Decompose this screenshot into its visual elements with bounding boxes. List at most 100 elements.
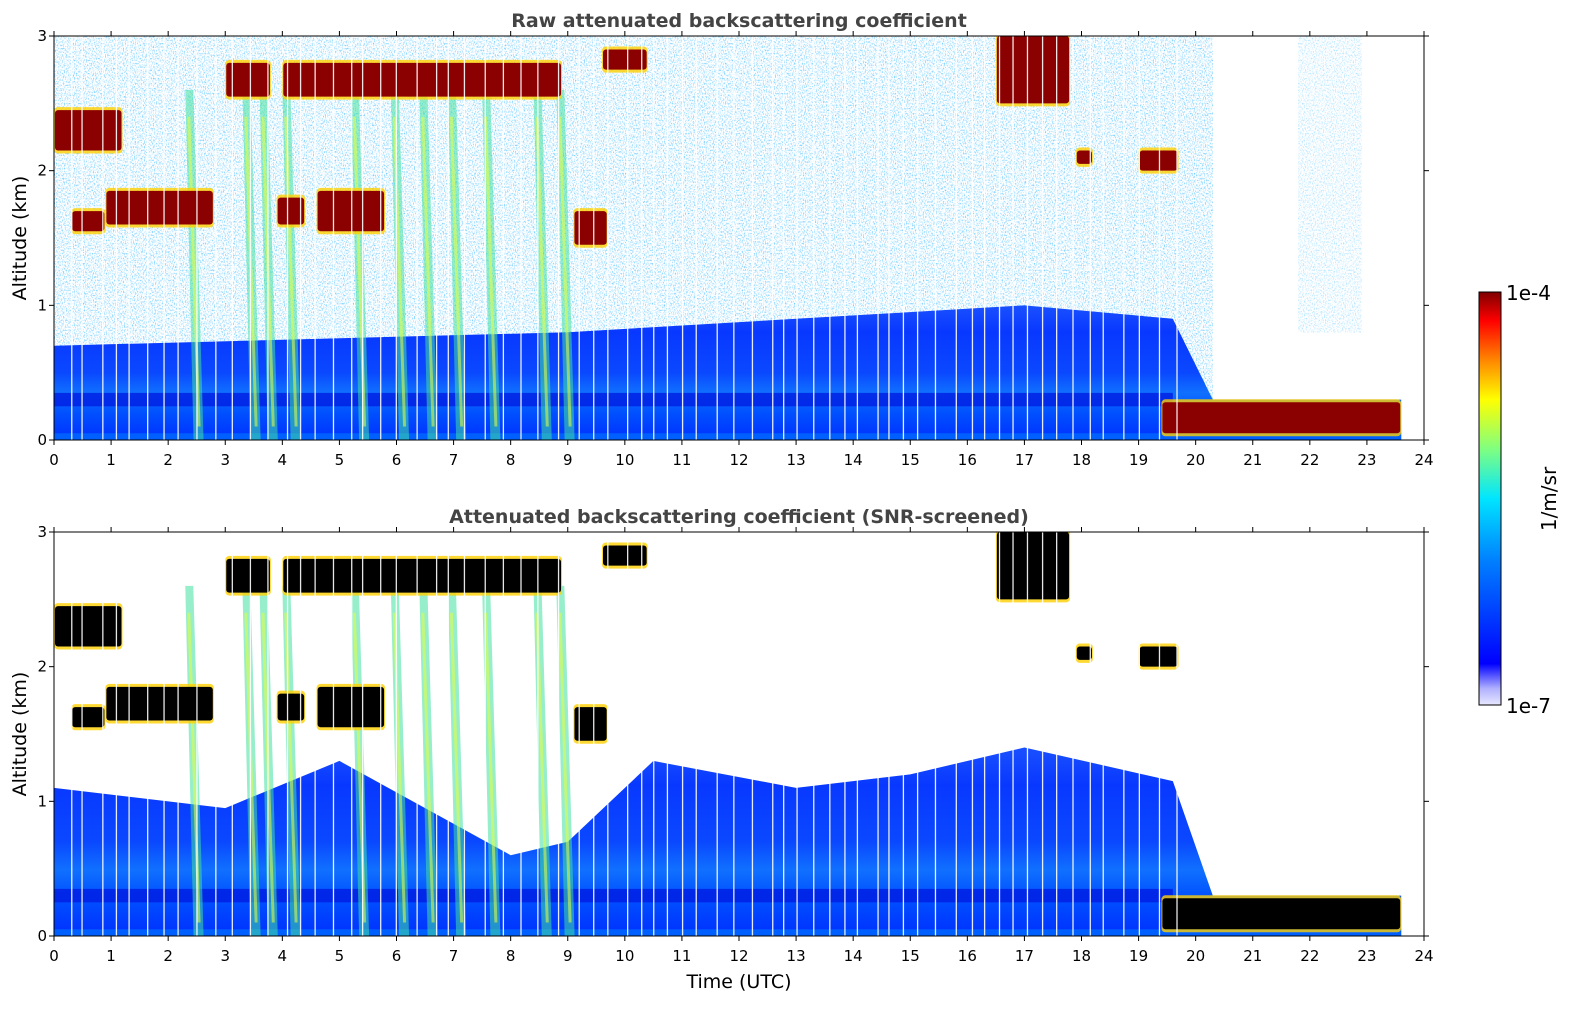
x-tick-label: 1 <box>106 451 116 469</box>
x-tick-label: 6 <box>392 451 402 469</box>
cloud-layer <box>603 49 647 70</box>
data-gap <box>447 532 449 936</box>
y-tick-label: 2 <box>37 658 47 676</box>
x-tick-label: 14 <box>844 947 863 965</box>
x-tick-label: 18 <box>1072 947 1091 965</box>
data-gap <box>934 36 937 440</box>
x-tick-label: 20 <box>1186 451 1205 469</box>
x-tick-label: 22 <box>1300 947 1319 965</box>
cloud-layer <box>72 211 105 232</box>
data-gap <box>267 532 269 936</box>
data-gap <box>796 36 798 440</box>
data-gap <box>1176 532 1178 936</box>
cloud-layer <box>1076 150 1092 164</box>
fallstreak-core <box>421 612 435 923</box>
x-tick-label: 10 <box>615 451 634 469</box>
x-tick-label: 16 <box>958 947 977 965</box>
data-gap <box>716 532 718 936</box>
cloud-layer <box>277 693 305 721</box>
data-gap <box>332 532 335 936</box>
data-gap <box>447 36 449 440</box>
data-gap <box>196 532 198 936</box>
data-gap <box>1041 532 1044 936</box>
data-gap <box>888 532 890 936</box>
noise-speckle <box>1298 36 1362 333</box>
x-tick-label: 17 <box>1015 451 1034 469</box>
data-gap <box>916 532 919 936</box>
x-tick-label: 7 <box>449 947 459 965</box>
data-gap <box>733 36 735 440</box>
data-gap <box>971 36 974 440</box>
data-gap <box>695 532 697 936</box>
data-gap <box>1056 36 1058 440</box>
data-gap <box>627 532 629 936</box>
data-gap <box>607 36 609 440</box>
cloud-layer <box>1162 402 1401 434</box>
data-gap <box>829 36 831 440</box>
data-gap <box>416 532 418 936</box>
data-gap <box>128 532 130 936</box>
panel-raw: Raw attenuated backscattering coefficien… <box>9 10 1434 469</box>
data-gap <box>557 532 560 936</box>
data-gap <box>783 532 785 936</box>
data-gap <box>1176 36 1178 440</box>
x-tick-label: 13 <box>787 947 806 965</box>
x-tick-label: 12 <box>729 451 748 469</box>
data-gap <box>856 532 859 936</box>
data-gap <box>1026 36 1029 440</box>
data-gap <box>578 36 580 440</box>
data-gap <box>163 36 165 440</box>
x-tick-label: 0 <box>49 947 59 965</box>
x-tick-label: 19 <box>1129 947 1148 965</box>
data-gap <box>249 532 252 936</box>
data-gap <box>215 36 217 440</box>
data-gap <box>102 532 104 936</box>
data-gap <box>81 532 83 936</box>
cloud-layer <box>106 190 213 225</box>
data-gap <box>1123 532 1125 936</box>
data-gap <box>666 36 669 440</box>
data-gap <box>351 532 353 936</box>
fallstreak-core <box>535 116 549 427</box>
cloud-layer <box>574 211 607 245</box>
data-gap <box>267 36 269 440</box>
data-gap <box>681 532 684 936</box>
x-tick-label: 15 <box>901 451 920 469</box>
fallstreak-core <box>535 612 549 923</box>
y-tick-label: 3 <box>37 27 47 45</box>
x-tick-label: 23 <box>1357 451 1376 469</box>
x-tick-label: 17 <box>1015 947 1034 965</box>
data-gap <box>653 36 655 440</box>
data-gap <box>1026 532 1029 936</box>
data-gap <box>435 532 438 936</box>
data-gap <box>231 36 233 440</box>
cloud-layer <box>226 62 270 97</box>
y-tick-label: 3 <box>37 523 47 541</box>
cloud-layer <box>603 545 647 566</box>
cloud-layer <box>317 190 385 232</box>
x-tick-label: 20 <box>1186 947 1205 965</box>
x-tick-label: 15 <box>901 947 920 965</box>
colorbar-unit-label: 1/m/sr <box>1537 466 1561 531</box>
cloud-layer <box>106 686 213 721</box>
data-gap <box>537 36 539 440</box>
data-gap <box>955 36 957 440</box>
data-gap <box>772 36 774 440</box>
data-gap <box>796 532 798 936</box>
panel1-plot-area <box>54 36 1424 440</box>
data-gap <box>502 36 505 440</box>
colorbar-gradient <box>1478 291 1502 706</box>
data-gap <box>147 532 149 936</box>
data-gap <box>888 36 890 440</box>
cloud-layer <box>996 36 1070 104</box>
data-gap <box>955 532 957 936</box>
data-gap <box>231 532 233 936</box>
data-gap <box>653 532 655 936</box>
data-gap <box>829 532 831 936</box>
data-gap <box>520 36 522 440</box>
data-gap <box>249 36 252 440</box>
cloud-layer <box>283 62 562 97</box>
surface-layer <box>54 929 1402 936</box>
data-gap <box>71 532 73 936</box>
